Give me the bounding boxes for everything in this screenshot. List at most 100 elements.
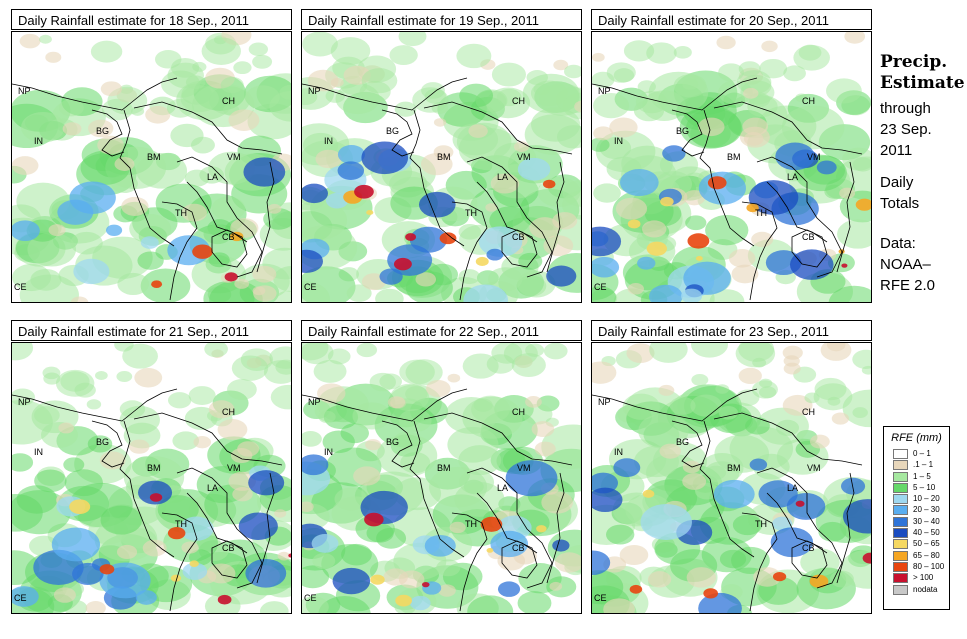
- legend-swatch: [893, 528, 908, 538]
- legend-swatch: [893, 539, 908, 549]
- rain-cell: [799, 45, 822, 61]
- rain-cell: [456, 44, 491, 68]
- rain-cell: [450, 522, 466, 533]
- rain-cell: [744, 132, 764, 146]
- rain-cell: [448, 374, 461, 383]
- rain-cell: [395, 595, 412, 607]
- country-label-in: IN: [34, 447, 43, 457]
- country-label-bm: BM: [147, 152, 161, 162]
- rain-cell: [658, 385, 674, 396]
- rain-cell: [338, 145, 365, 164]
- panel-title: Daily Rainfall estimate for 18 Sep., 201…: [11, 9, 292, 30]
- rain-cell: [328, 349, 351, 365]
- country-label-bg: BG: [676, 126, 689, 136]
- data-line1: Data:: [880, 233, 935, 254]
- rain-cell: [476, 257, 489, 266]
- country-label-vm: VM: [807, 152, 821, 162]
- rain-cell: [637, 257, 655, 270]
- rain-cell: [716, 36, 735, 50]
- country-label-ch: CH: [512, 96, 525, 106]
- rain-cell: [492, 63, 526, 87]
- panel-title: Daily Rainfall estimate for 23 Sep., 201…: [591, 320, 872, 341]
- country-label-ch: CH: [802, 407, 815, 417]
- rain-cell: [97, 136, 124, 155]
- legend-label: .1 – 1: [913, 460, 933, 470]
- date-line1: 23 Sep.: [880, 119, 932, 140]
- rain-cell: [252, 266, 276, 283]
- rain-cell: [87, 399, 101, 409]
- map-svg: NPCHINBGBM VMLATHCBCE: [302, 343, 582, 614]
- rain-cell: [145, 106, 170, 124]
- rain-cell: [357, 343, 378, 357]
- rain-cell: [151, 280, 162, 288]
- side-title-line1: Precip.: [880, 52, 965, 73]
- legend-label: 10 – 20: [913, 494, 940, 504]
- rain-cell: [670, 397, 696, 415]
- rain-cell: [810, 435, 830, 449]
- rain-cell: [274, 509, 286, 517]
- rain-cell: [691, 343, 728, 358]
- rain-cell: [839, 188, 855, 199]
- legend-swatch: [893, 517, 908, 527]
- rain-cell: [225, 272, 238, 281]
- rain-cell: [810, 575, 829, 588]
- rain-cell: [832, 413, 849, 425]
- legend-item: 80 – 100: [884, 561, 949, 572]
- map-panel-5: Daily Rainfall estimate for 22 Sep., 201…: [301, 320, 582, 614]
- rain-cell: [315, 150, 341, 168]
- legend-label: nodata: [913, 585, 937, 595]
- country-label-bm: BM: [727, 152, 741, 162]
- rain-cell: [271, 385, 292, 410]
- legend-swatch: [893, 494, 908, 504]
- rain-cell: [815, 378, 847, 400]
- rain-cell: [817, 160, 837, 174]
- legend-item: 5 – 10: [884, 482, 949, 493]
- legend-item: 10 – 20: [884, 493, 949, 504]
- rain-cell: [624, 40, 654, 61]
- rain-cell: [227, 379, 257, 400]
- country-label-in: IN: [614, 447, 623, 457]
- country-label-ce: CE: [14, 593, 27, 603]
- rain-cell: [129, 439, 149, 453]
- panel-title: Daily Rainfall estimate for 21 Sep., 201…: [11, 320, 292, 341]
- rain-cell: [228, 109, 259, 131]
- country-label-la: LA: [787, 172, 798, 182]
- rain-cell: [122, 344, 158, 369]
- rain-cell: [543, 235, 573, 256]
- rain-cell: [620, 545, 649, 565]
- rain-cell: [331, 78, 344, 87]
- rain-cell: [52, 528, 100, 562]
- rain-cell: [696, 256, 703, 261]
- country-label-ch: CH: [802, 96, 815, 106]
- legend-label: 20 – 30: [913, 505, 940, 515]
- rain-cell: [58, 423, 74, 434]
- rain-cell: [782, 105, 845, 149]
- rain-cell: [606, 525, 634, 545]
- rain-cell: [703, 588, 718, 598]
- side-daily: Daily Totals: [880, 172, 919, 214]
- rain-cell: [100, 564, 115, 574]
- rain-cell: [20, 34, 41, 49]
- country-label-vm: VM: [517, 152, 531, 162]
- rain-cell: [318, 411, 335, 423]
- legend-label: 1 – 5: [913, 472, 931, 482]
- rain-cell: [841, 478, 865, 495]
- rain-cell: [143, 540, 167, 557]
- country-label-th: TH: [755, 208, 767, 218]
- legend-label: 50 – 65: [913, 539, 940, 549]
- panel-title: Daily Rainfall estimate for 22 Sep., 201…: [301, 320, 582, 341]
- country-label-bg: BG: [96, 437, 109, 447]
- rain-cell: [189, 560, 198, 567]
- country-label-la: LA: [787, 483, 798, 493]
- rain-cell: [193, 436, 211, 448]
- rain-cell: [370, 575, 384, 585]
- rain-cell: [549, 582, 562, 591]
- rain-cell: [525, 396, 542, 408]
- rain-cell: [486, 249, 503, 261]
- rainfall-map: NP CH IN BG BM VM LA TH CB CE: [301, 342, 582, 614]
- rain-cell: [512, 353, 546, 377]
- country-label-in: IN: [614, 136, 623, 146]
- rain-cell: [63, 457, 84, 472]
- map-panel-1: Daily Rainfall estimate for 18 Sep., 201…: [11, 9, 292, 303]
